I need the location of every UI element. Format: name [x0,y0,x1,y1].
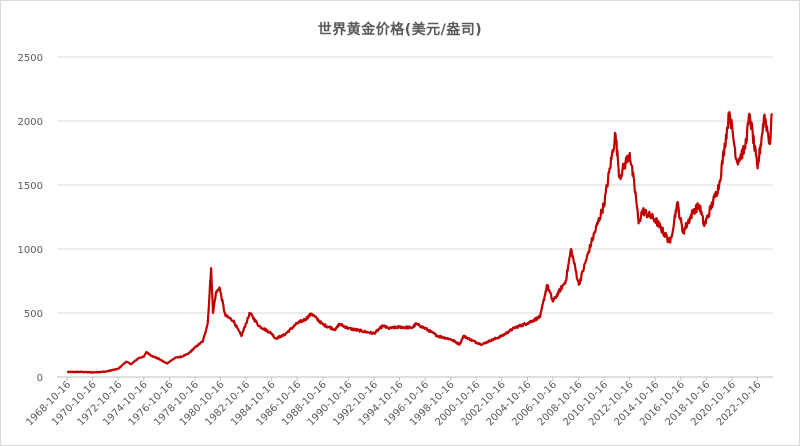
y-tick-label: 0 [37,373,43,384]
y-tick-label: 1000 [18,245,43,256]
x-axis-ticks: 1968-10-161970-10-161972-10-161974-10-16… [24,377,764,428]
y-tick-label: 1500 [18,181,43,192]
y-tick-label: 2500 [18,53,43,64]
series-layer [66,110,774,374]
y-tick-label: 500 [24,309,43,320]
y-tick-label: 2000 [18,117,43,128]
chart-title: 世界黄金价格(美元/盎司) [317,22,483,38]
y-axis-ticks: 0 500 1000 1500 2000 2500 [18,53,43,384]
series-line-gold-price [66,110,774,374]
grid-lines [57,56,773,378]
